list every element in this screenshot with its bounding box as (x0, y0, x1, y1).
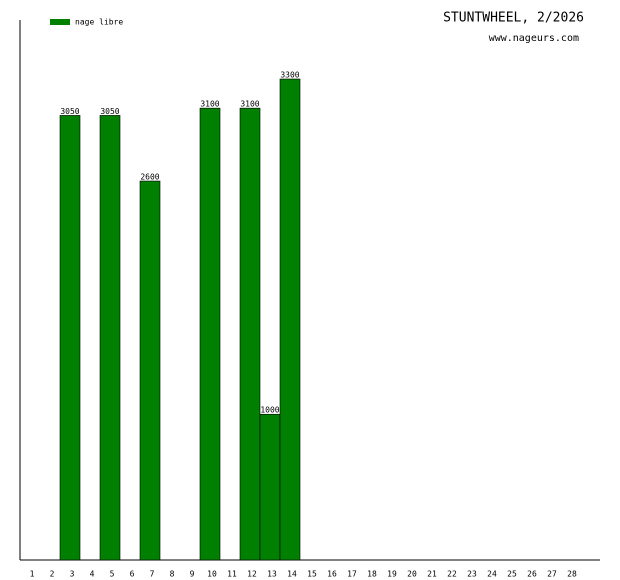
x-tick-label: 16 (327, 570, 337, 579)
value-label: 3300 (280, 71, 299, 80)
bar (279, 78, 301, 561)
bar (259, 413, 281, 561)
value-label: 3050 (60, 107, 79, 116)
chart-title: STUNTWHEEL, 2/2026 (443, 11, 584, 26)
x-tick-label: 19 (387, 570, 397, 579)
x-tick-label: 14 (287, 570, 297, 579)
x-tick-label: 23 (467, 570, 477, 579)
x-tick-label: 2 (50, 570, 55, 579)
chart-subtitle: www.nageurs.com (489, 33, 579, 44)
x-tick-label: 26 (527, 570, 537, 579)
x-tick-label: 6 (130, 570, 135, 579)
x-tick-label: 25 (507, 570, 517, 579)
x-tick-label: 8 (170, 570, 175, 579)
legend-label: nage libre (75, 18, 123, 27)
value-label: 3050 (100, 107, 119, 116)
x-tick-label: 27 (547, 570, 557, 579)
x-tick-label: 21 (427, 570, 437, 579)
x-tick-label: 4 (90, 570, 95, 579)
bar (139, 180, 161, 561)
value-label: 3100 (200, 100, 219, 109)
value-label: 3100 (240, 100, 259, 109)
x-tick-label: 10 (207, 570, 217, 579)
bar (59, 115, 81, 561)
bar (99, 115, 121, 561)
bar (199, 107, 221, 561)
x-tick-label: 15 (307, 570, 317, 579)
x-tick-label: 5 (110, 570, 115, 579)
x-tick-label: 9 (190, 570, 195, 579)
x-tick-label: 28 (567, 570, 577, 579)
x-tick-label: 3 (70, 570, 75, 579)
x-tick-label: 22 (447, 570, 457, 579)
x-tick-label: 20 (407, 570, 417, 579)
x-tick-label: 7 (150, 570, 155, 579)
value-label: 1000 (260, 406, 279, 415)
x-tick-label: 11 (227, 570, 237, 579)
x-tick-label: 18 (367, 570, 377, 579)
value-label: 2600 (140, 173, 159, 182)
x-tick-label: 1 (30, 570, 35, 579)
x-tick-label: 24 (487, 570, 497, 579)
x-tick-label: 12 (247, 570, 257, 579)
x-tick-label: 17 (347, 570, 357, 579)
x-tick-label: 13 (267, 570, 277, 579)
bar (239, 107, 261, 561)
legend-swatch (50, 19, 70, 25)
